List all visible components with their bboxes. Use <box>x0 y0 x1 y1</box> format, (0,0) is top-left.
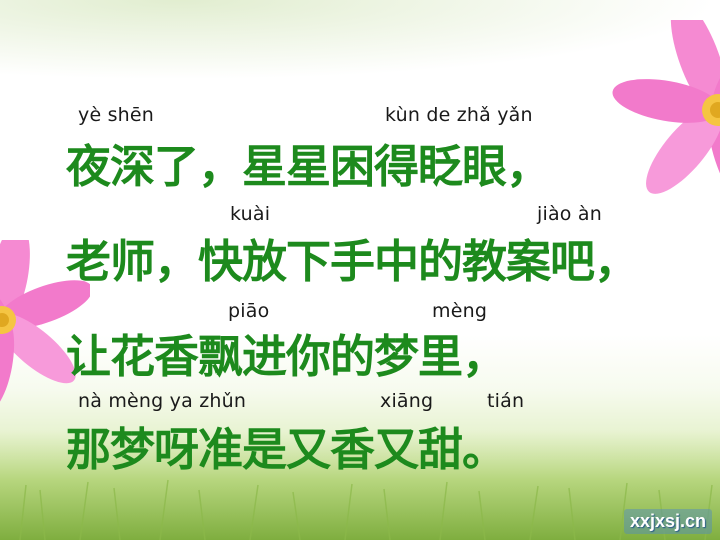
pinyin-annotation: tián <box>487 390 525 412</box>
pinyin-annotation: yè shēn <box>78 104 155 126</box>
pinyin-annotation: kuài <box>230 203 271 225</box>
pinyin-annotation: mèng <box>432 300 488 322</box>
site-watermark: xxjxsj.cn <box>623 509 712 534</box>
pinyin-annotation: xiāng <box>380 390 434 412</box>
blurred-foliage <box>0 0 720 80</box>
poem-line-1: 夜深了，星星困得眨眼， <box>66 140 551 193</box>
flower-left-icon <box>0 240 90 410</box>
pinyin-annotation: piāo <box>228 300 270 322</box>
pinyin-annotation: jiào àn <box>537 203 602 225</box>
grass-meadow-illustration <box>0 430 720 540</box>
pinyin-annotation: nà mèng ya zhǔn <box>78 390 247 412</box>
poem-line-3: 让花香飘进你的梦里， <box>66 330 507 383</box>
poem-line-2: 老师，快放下手中的教案吧， <box>66 235 639 288</box>
flower-top-right-icon <box>612 20 720 214</box>
poem-line-4: 那梦呀准是又香又甜。 <box>66 423 507 476</box>
pinyin-annotation: kùn de zhǎ yǎn <box>385 104 533 126</box>
